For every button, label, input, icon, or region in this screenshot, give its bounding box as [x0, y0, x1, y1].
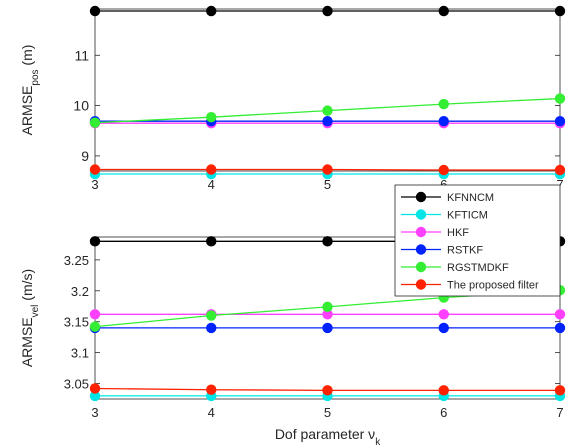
data-point	[206, 384, 217, 395]
x-tick-label: 5	[324, 405, 331, 420]
data-point	[554, 385, 566, 396]
data-point	[322, 385, 333, 396]
data-point	[89, 5, 101, 17]
data-point	[322, 115, 333, 127]
plot-area-frame	[94, 8, 561, 172]
data-point	[438, 5, 449, 17]
series-the-proposed-filter	[89, 164, 566, 176]
x-tick-label: 3	[91, 405, 98, 420]
legend-label: KFNNCM	[447, 192, 494, 204]
data-point	[89, 164, 101, 175]
legend-label: The proposed filter	[447, 280, 539, 292]
data-point	[554, 322, 566, 334]
bottom-panel-velocity: 3 4 5 6 7 3.05 3.1 3.15 3.2 3.25 ARMSEvel (m/s) Dof…	[19, 236, 566, 448]
legend-entry: KFTICM	[401, 209, 488, 222]
data-point	[206, 236, 217, 247]
legend-marker	[415, 209, 427, 220]
data-point	[438, 309, 449, 320]
data-point	[206, 5, 217, 17]
top-panel-position: 3 4 5 6 7 9 10 11 ARMSEpos (m)	[19, 5, 566, 192]
legend-entry: KFNNCM	[401, 191, 494, 204]
x-tick-label: 7	[556, 177, 563, 192]
data-point	[89, 321, 101, 332]
legend-marker	[415, 244, 427, 255]
legend-marker	[415, 191, 427, 203]
data-point	[438, 98, 449, 110]
data-point	[554, 164, 566, 176]
data-point	[554, 309, 566, 320]
series-the-proposed-filter	[89, 383, 566, 396]
data-point	[89, 390, 101, 402]
data-point	[206, 310, 217, 321]
legend-entry: The proposed filter	[401, 279, 539, 292]
data-point	[438, 322, 449, 334]
legend-label: HKF	[447, 227, 469, 239]
data-point	[322, 164, 333, 175]
legend-label: RSTKF	[447, 245, 483, 257]
data-point	[438, 385, 449, 396]
series-kfnncm	[89, 5, 566, 17]
data-point	[206, 111, 217, 123]
legend-box	[394, 184, 561, 297]
legend-entry: RSTKF	[401, 244, 483, 257]
data-point	[554, 5, 566, 17]
x-axis-label: Dof parameter νk	[275, 426, 381, 448]
data-point	[89, 383, 101, 394]
data-point	[438, 164, 449, 176]
x-tick-label: 4	[208, 177, 215, 192]
legend-label: RGSTMDKF	[447, 262, 509, 274]
data-point	[89, 117, 101, 128]
legend-marker	[415, 279, 427, 290]
x-tick-label: 5	[324, 177, 331, 192]
data-point	[322, 236, 333, 247]
y-tick-label: 3.25	[64, 253, 89, 268]
y-tick-label: 11	[74, 47, 89, 63]
data-point	[322, 301, 333, 313]
series-rstkf	[89, 115, 566, 127]
data-point	[206, 322, 217, 334]
y-tick-label: 3.1	[71, 346, 89, 361]
x-tick-label: 4	[208, 405, 215, 420]
x-tick-label: 6	[440, 177, 447, 192]
data-point	[89, 309, 101, 320]
data-point	[554, 115, 566, 127]
x-tick-label: 3	[91, 177, 98, 192]
data-point	[322, 322, 333, 334]
legend-entry: HKF	[401, 226, 469, 239]
data-point	[322, 5, 333, 17]
legend-label: KFTICM	[447, 210, 488, 222]
data-point	[554, 93, 566, 104]
data-point	[206, 164, 217, 175]
legend-marker	[415, 261, 427, 273]
x-tick-label: 7	[556, 405, 563, 420]
legend: KFNNCM KFTICM HKF RSTKF RGSTMDKF The proposed…	[394, 184, 561, 297]
data-point	[438, 115, 449, 127]
y-tick-label: 9	[81, 148, 89, 164]
y-tick-label: 10	[73, 98, 89, 114]
data-point	[89, 236, 101, 247]
y-tick-label: 3.2	[71, 284, 89, 299]
series-rgstmdkf	[89, 93, 566, 128]
data-point	[322, 309, 333, 320]
y-axis-label: ARMSEvel (m/s)	[19, 269, 41, 367]
y-tick-label: 3.15	[64, 315, 89, 330]
data-point	[322, 105, 333, 116]
y-tick-label: 3.05	[64, 377, 89, 392]
legend-marker	[415, 226, 427, 238]
x-tick-label: 6	[440, 405, 447, 420]
legend-entry: RGSTMDKF	[401, 261, 509, 274]
series-rstkf	[89, 322, 566, 334]
y-axis-label: ARMSEpos (m)	[19, 45, 41, 136]
